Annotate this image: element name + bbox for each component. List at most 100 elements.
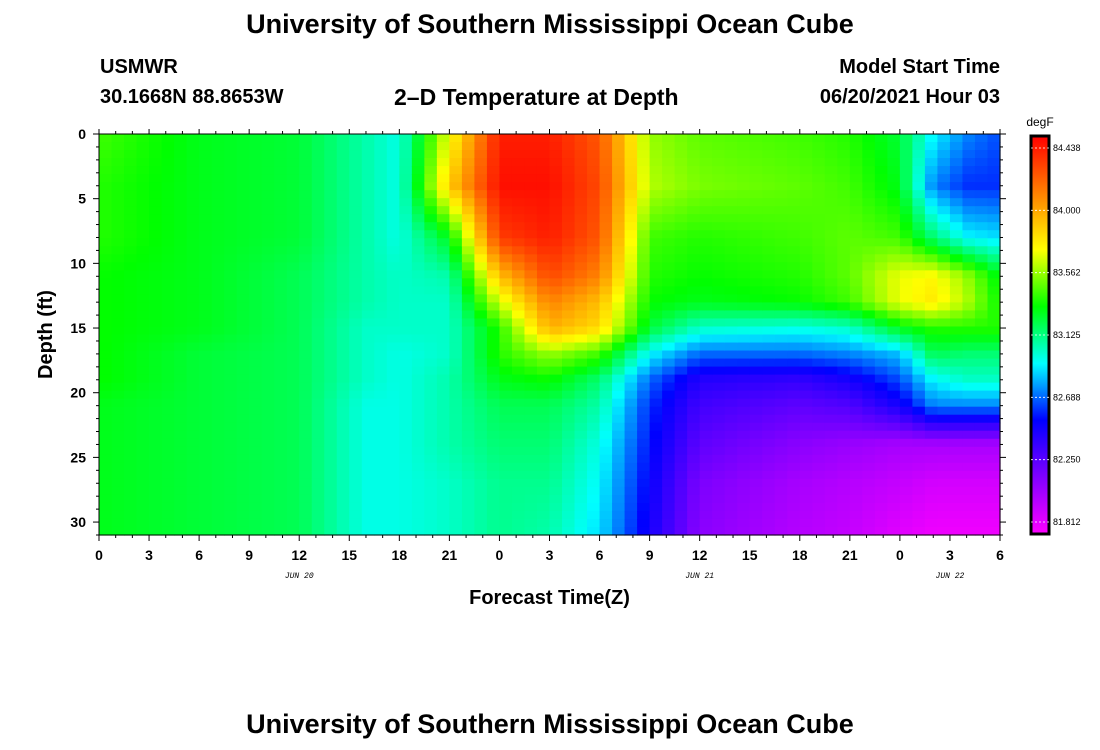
heatmap-cell	[436, 526, 450, 536]
heatmap-cell	[587, 446, 601, 456]
colorbar-tick-label: 84.000	[1053, 205, 1081, 215]
heatmap-cell	[762, 246, 776, 255]
heatmap-cell	[962, 462, 976, 472]
heatmap-cell	[637, 446, 651, 456]
heatmap-cell	[186, 462, 200, 472]
heatmap-cell	[436, 438, 450, 448]
heatmap-cell	[812, 222, 826, 231]
heatmap-cell	[186, 374, 200, 384]
heatmap-cell	[311, 334, 325, 344]
heatmap-cell	[712, 158, 726, 167]
heatmap-cell	[762, 438, 776, 448]
heatmap-cell	[887, 462, 901, 472]
heatmap-cell	[899, 246, 913, 255]
heatmap-cell	[712, 478, 726, 488]
heatmap-cell	[674, 350, 688, 360]
heatmap-cell	[249, 142, 263, 151]
heatmap-cell	[862, 390, 876, 400]
heatmap-cell	[111, 262, 125, 271]
heatmap-cell	[574, 150, 588, 159]
heatmap-cell	[937, 454, 951, 464]
heatmap-cell	[687, 174, 701, 183]
heatmap-cell	[299, 214, 313, 223]
heatmap-cell	[149, 334, 163, 344]
heatmap-cell	[524, 454, 538, 464]
heatmap-cell	[737, 318, 751, 328]
heatmap-cell	[299, 526, 313, 536]
heatmap-cell	[912, 158, 926, 167]
heatmap-cell	[186, 238, 200, 247]
heatmap-cell	[662, 414, 676, 424]
heatmap-cell	[536, 270, 551, 279]
heatmap-cell	[336, 294, 350, 304]
heatmap-cell	[962, 182, 976, 191]
heatmap-cell	[349, 494, 363, 504]
heatmap-cell	[599, 422, 613, 432]
heatmap-cell	[474, 214, 488, 223]
heatmap-cell	[124, 222, 138, 231]
heatmap-cell	[99, 390, 113, 400]
heatmap-cell	[687, 318, 701, 328]
heatmap-cell	[149, 286, 163, 295]
heatmap-cell	[662, 334, 676, 344]
heatmap-cell	[899, 422, 913, 432]
heatmap-cell	[224, 494, 238, 504]
heatmap-cell	[386, 158, 400, 167]
heatmap-cell	[186, 326, 200, 336]
heatmap-cell	[511, 302, 526, 312]
heatmap-cell	[399, 318, 413, 328]
heatmap-cell	[724, 510, 738, 520]
heatmap-cell	[837, 198, 851, 207]
heatmap-cell	[224, 350, 238, 360]
heatmap-cell	[737, 366, 751, 376]
heatmap-cell	[499, 158, 513, 167]
heatmap-cell	[962, 494, 976, 504]
heatmap-cell	[912, 190, 926, 199]
heatmap-cell	[424, 438, 438, 448]
heatmap-cell	[812, 310, 826, 320]
heatmap-cell	[674, 214, 688, 223]
heatmap-cell	[199, 382, 213, 392]
heatmap-cell	[837, 502, 851, 512]
heatmap-cell	[499, 446, 513, 456]
heatmap-cell	[236, 326, 250, 336]
heatmap-cell	[124, 454, 138, 464]
heatmap-cell	[962, 310, 976, 320]
heatmap-cell	[562, 414, 576, 424]
heatmap-cell	[349, 430, 363, 440]
heatmap-cell	[174, 310, 188, 320]
heatmap-cell	[299, 182, 313, 191]
heatmap-cell	[211, 310, 225, 320]
heatmap-cell	[937, 270, 951, 279]
heatmap-cell	[812, 366, 826, 376]
heatmap-cell	[236, 182, 250, 191]
heatmap-cell	[924, 142, 939, 151]
heatmap-cell	[549, 398, 563, 408]
heatmap-cell	[674, 430, 688, 440]
heatmap-cell	[899, 470, 913, 480]
heatmap-cell	[149, 406, 163, 416]
heatmap-cell	[749, 206, 763, 215]
heatmap-cell	[974, 174, 989, 183]
heatmap-cell	[949, 142, 964, 151]
heatmap-cell	[536, 198, 551, 207]
heatmap-cell	[261, 206, 275, 215]
heatmap-cell	[587, 142, 601, 151]
heatmap-cell	[912, 414, 926, 424]
heatmap-cell	[286, 198, 300, 207]
heatmap-cell	[824, 510, 838, 520]
heatmap-cell	[261, 366, 275, 376]
heatmap-cell	[637, 454, 651, 464]
heatmap-cell	[774, 246, 788, 255]
heatmap-cell	[249, 486, 263, 496]
heatmap-cell	[724, 166, 738, 175]
heatmap-cell	[887, 206, 901, 215]
heatmap-cell	[937, 302, 951, 312]
heatmap-cell	[937, 366, 951, 376]
heatmap-cell	[249, 214, 263, 223]
heatmap-cell	[599, 310, 613, 320]
heatmap-cell	[199, 150, 213, 159]
heatmap-cell	[862, 286, 876, 295]
heatmap-cell	[349, 350, 363, 360]
heatmap-cell	[837, 478, 851, 488]
